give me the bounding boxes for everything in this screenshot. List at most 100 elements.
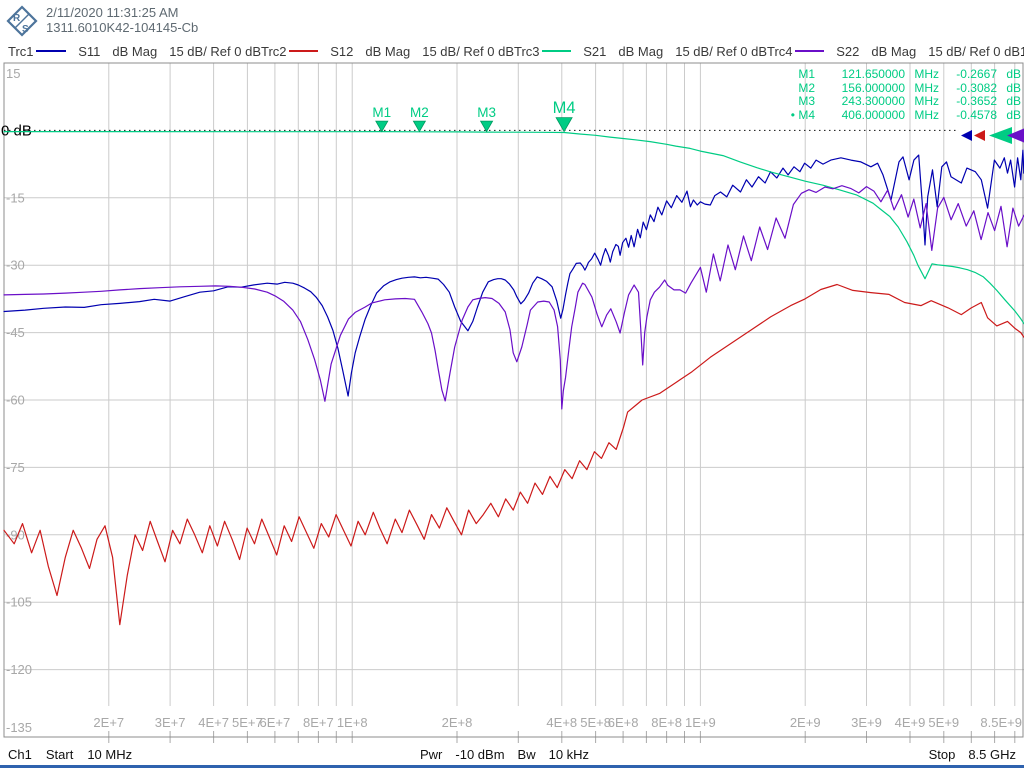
legend-trace-trc1[interactable]: Trc1 S11 dB Mag 15 dB/ Ref 0 dB	[8, 44, 261, 59]
trace-format: dB Mag	[618, 43, 664, 59]
marker-m1-label: M1	[372, 105, 391, 120]
marker-readout-cell: MHz	[914, 80, 939, 95]
marker-m3-label: M3	[477, 105, 496, 120]
x-axis-label: 8E+7	[303, 715, 334, 730]
header: R S 2/11/2020 11:31:25 AM 1311.6010K42-1…	[6, 5, 198, 37]
diagram-number: 1	[1020, 43, 1024, 59]
marker-m2-label: M2	[410, 105, 429, 120]
x-axis-label: 3E+7	[155, 715, 186, 730]
bottom-accent-bar	[0, 765, 1024, 768]
marker-readout-cell: M2	[798, 80, 815, 95]
x-axis-label: 6E+8	[608, 715, 639, 730]
trace-scale-ref: 15 dB/ Ref 0 dB	[675, 43, 767, 59]
x-axis-label: 5E+8	[580, 715, 611, 730]
trace-color-swatch	[794, 50, 825, 52]
x-axis-label: 2E+9	[790, 715, 821, 730]
x-axis-label: 3E+9	[851, 715, 882, 730]
marker-readout-row: • M4 406.000000 MHz -0.4578 dB	[781, 107, 1021, 123]
trace-name: Trc4	[767, 43, 793, 59]
trace-color-swatch	[288, 50, 319, 52]
trace-scale-ref: 15 dB/ Ref 0 dB	[928, 43, 1020, 59]
x-axis-label: 6E+7	[260, 715, 291, 730]
pwr-label: Pwr	[420, 747, 443, 762]
legend-trace-trc3[interactable]: Trc3 S21 dB Mag 15 dB/ Ref 0 dB	[514, 44, 767, 59]
rs-logo: R S	[6, 5, 38, 37]
trace-measurement: S21	[583, 43, 607, 59]
svg-text:S: S	[22, 24, 29, 35]
y-axis-label: -105	[6, 595, 32, 610]
trace-measurement: S11	[78, 43, 101, 59]
marker-m2-triangle[interactable]	[412, 120, 427, 133]
marker-readout-cell: • M4	[790, 107, 815, 122]
stop-label: Stop	[928, 747, 956, 762]
marker-m1-triangle[interactable]	[375, 120, 389, 133]
legend-trace-trc2[interactable]: Trc2 S12 dB Mag 15 dB/ Ref 0 dB	[261, 44, 514, 59]
trace-format: dB Mag	[365, 43, 411, 59]
trace-measurement: S12	[330, 43, 354, 59]
trace-s11	[3, 149, 1024, 397]
marker-m4-triangle[interactable]	[555, 117, 573, 133]
device-id-label: 1311.6010K42-104145-Cb	[46, 20, 199, 35]
start-value: 10 MHz	[87, 747, 133, 762]
plot-frame	[3, 62, 1024, 738]
x-axis-label: 1E+8	[337, 715, 368, 730]
marker-readout-cell: dB	[1006, 80, 1021, 95]
trace-format: dB Mag	[871, 43, 917, 59]
marker-readout-cell: -0.3082	[956, 80, 997, 95]
marker-readout-row: M3 243.300000 MHz -0.3652 dB	[781, 94, 1021, 109]
y-axis-label: -15	[6, 190, 25, 205]
y-axis-label: 15	[6, 66, 20, 81]
y-axis-label: -45	[6, 325, 25, 340]
status-bar: Ch1 Start 10 MHz Pwr -10 dBm Bw 10 kHz S…	[0, 744, 1024, 764]
trace-format: dB Mag	[112, 43, 158, 59]
marker-m4-label: M4	[553, 99, 576, 117]
marker-readout-cell: -0.2667	[956, 67, 997, 81]
x-axis-label: 4E+9	[895, 715, 926, 730]
marker-readout-cell: 406.000000	[841, 107, 905, 122]
x-axis-label: 2E+8	[442, 715, 473, 730]
trace-name: Trc3	[514, 43, 540, 59]
marker-m3-triangle[interactable]	[479, 120, 494, 133]
start-label: Start	[45, 747, 74, 762]
marker-readout-cell: -0.3652	[956, 94, 997, 108]
y-axis-label: -135	[6, 720, 32, 735]
legend-trace-trc4[interactable]: Trc4 S22 dB Mag 15 dB/ Ref 0 dB	[767, 44, 1020, 59]
bw-label: Bw	[517, 747, 536, 762]
trace-scale-ref: 15 dB/ Ref 0 dB	[422, 43, 514, 59]
trace-scale-ref: 15 dB/ Ref 0 dB	[169, 43, 261, 59]
ref-arrow-trc2	[974, 130, 985, 141]
ref-arrow-trc1	[961, 130, 972, 141]
x-axis-label: 8.5E+9	[980, 715, 1022, 730]
y-axis-label: -60	[6, 393, 25, 408]
marker-readout-cell: -0.4578	[956, 107, 997, 122]
trace-color-swatch	[35, 50, 67, 52]
marker-readout-cell: MHz	[914, 107, 939, 122]
x-axis-label: 5E+7	[232, 715, 263, 730]
trace-s21	[3, 131, 1024, 325]
x-axis-label: 8E+8	[651, 715, 682, 730]
ref-arrow-trc3	[989, 127, 1012, 144]
pwr-value: -10 dBm	[455, 747, 505, 762]
y-axis-label: -30	[6, 258, 25, 273]
marker-readout: M1 121.650000 MHz -0.2667 dB M2 156.000000 MHz -…	[781, 67, 1021, 123]
ref-arrow-trc4	[1007, 128, 1024, 143]
marker-readout-cell: 156.000000	[841, 80, 905, 95]
datetime-label: 2/11/2020 11:31:25 AM	[46, 5, 179, 20]
x-axis-label: 1E+9	[685, 715, 716, 730]
reference-level-label: 0 dB	[1, 122, 32, 139]
svg-text:R: R	[13, 13, 21, 24]
trace-s22	[3, 185, 1024, 410]
marker-readout-cell: dB	[1006, 94, 1021, 108]
trace-legend: Trc1 S11 dB Mag 15 dB/ Ref 0 dB Trc2 S12 dB Ma…	[8, 41, 1024, 61]
x-axis-label: 4E+7	[198, 715, 229, 730]
bw-value: 10 kHz	[548, 747, 590, 762]
marker-readout-row: M1 121.650000 MHz -0.2667 dB	[781, 67, 1021, 82]
marker-readout-cell: MHz	[914, 94, 939, 108]
y-axis-label: -120	[6, 662, 32, 677]
channel-label: Ch1	[8, 747, 32, 762]
marker-readout-cell: M3	[798, 94, 815, 108]
marker-readout-cell: dB	[1006, 107, 1021, 122]
x-axis-label: 5E+9	[928, 715, 959, 730]
